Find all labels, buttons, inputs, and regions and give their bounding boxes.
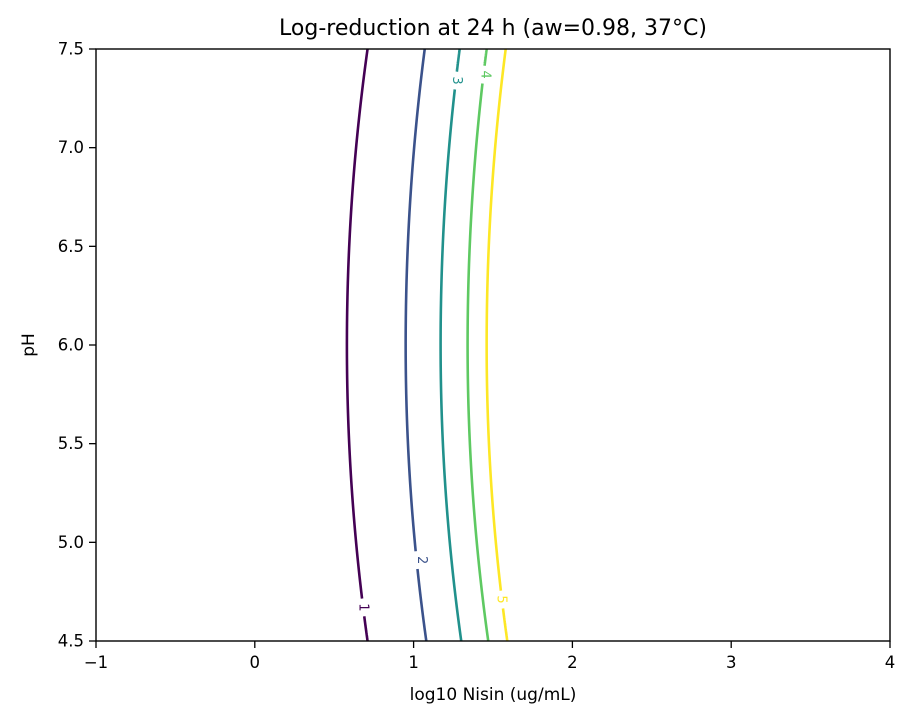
y-tick-label: 6.0	[58, 336, 84, 355]
contour-label-3: 3	[449, 76, 464, 84]
x-tick-label: −1	[84, 653, 108, 672]
x-tick-label: 0	[250, 653, 261, 672]
y-tick-label: 6.5	[58, 237, 84, 256]
y-tick-label: 5.5	[58, 434, 84, 453]
y-tick-label: 5.0	[58, 533, 84, 552]
y-tick-label: 7.5	[58, 40, 84, 59]
contour-label-5: 5	[493, 595, 508, 603]
y-tick-label: 4.5	[58, 632, 84, 651]
chart-title: Log-reduction at 24 h (aw=0.98, 37°C)	[279, 16, 707, 41]
contour-line-3-a	[439, 89, 463, 642]
contour-line-3-b	[455, 48, 461, 72]
y-axis-label: pH	[19, 333, 39, 357]
contour-lines	[345, 48, 509, 642]
x-tick-label: 1	[408, 653, 419, 672]
contour-label-1: 1	[355, 603, 370, 611]
contour-line-5-b	[485, 48, 507, 591]
contour-labels: 1 2 3 4 5	[355, 71, 508, 612]
y-tick-label: 7.0	[58, 138, 84, 157]
y-axis-ticks: 4.5 5.0 5.5 6.0 6.5 7.0 7.5	[58, 40, 96, 651]
contour-line-4-b	[483, 48, 488, 66]
contour-line-4-a	[466, 83, 490, 642]
contour-line-1-b	[345, 48, 369, 599]
plot-frame	[95, 48, 891, 642]
x-tick-label: 4	[885, 653, 896, 672]
x-axis-label: log10 Nisin (ug/mL)	[410, 685, 577, 705]
contour-line-1-a	[362, 616, 369, 642]
contour-line-2-b	[404, 48, 427, 552]
x-axis-ticks: −1 0 1 2 3 4	[84, 641, 895, 672]
x-tick-label: 3	[726, 653, 737, 672]
contour-line-2-a	[416, 568, 428, 642]
contour-label-2: 2	[414, 556, 429, 564]
x-tick-label: 2	[567, 653, 578, 672]
contour-label-4: 4	[478, 71, 493, 79]
contour-line-5-a	[501, 608, 509, 642]
